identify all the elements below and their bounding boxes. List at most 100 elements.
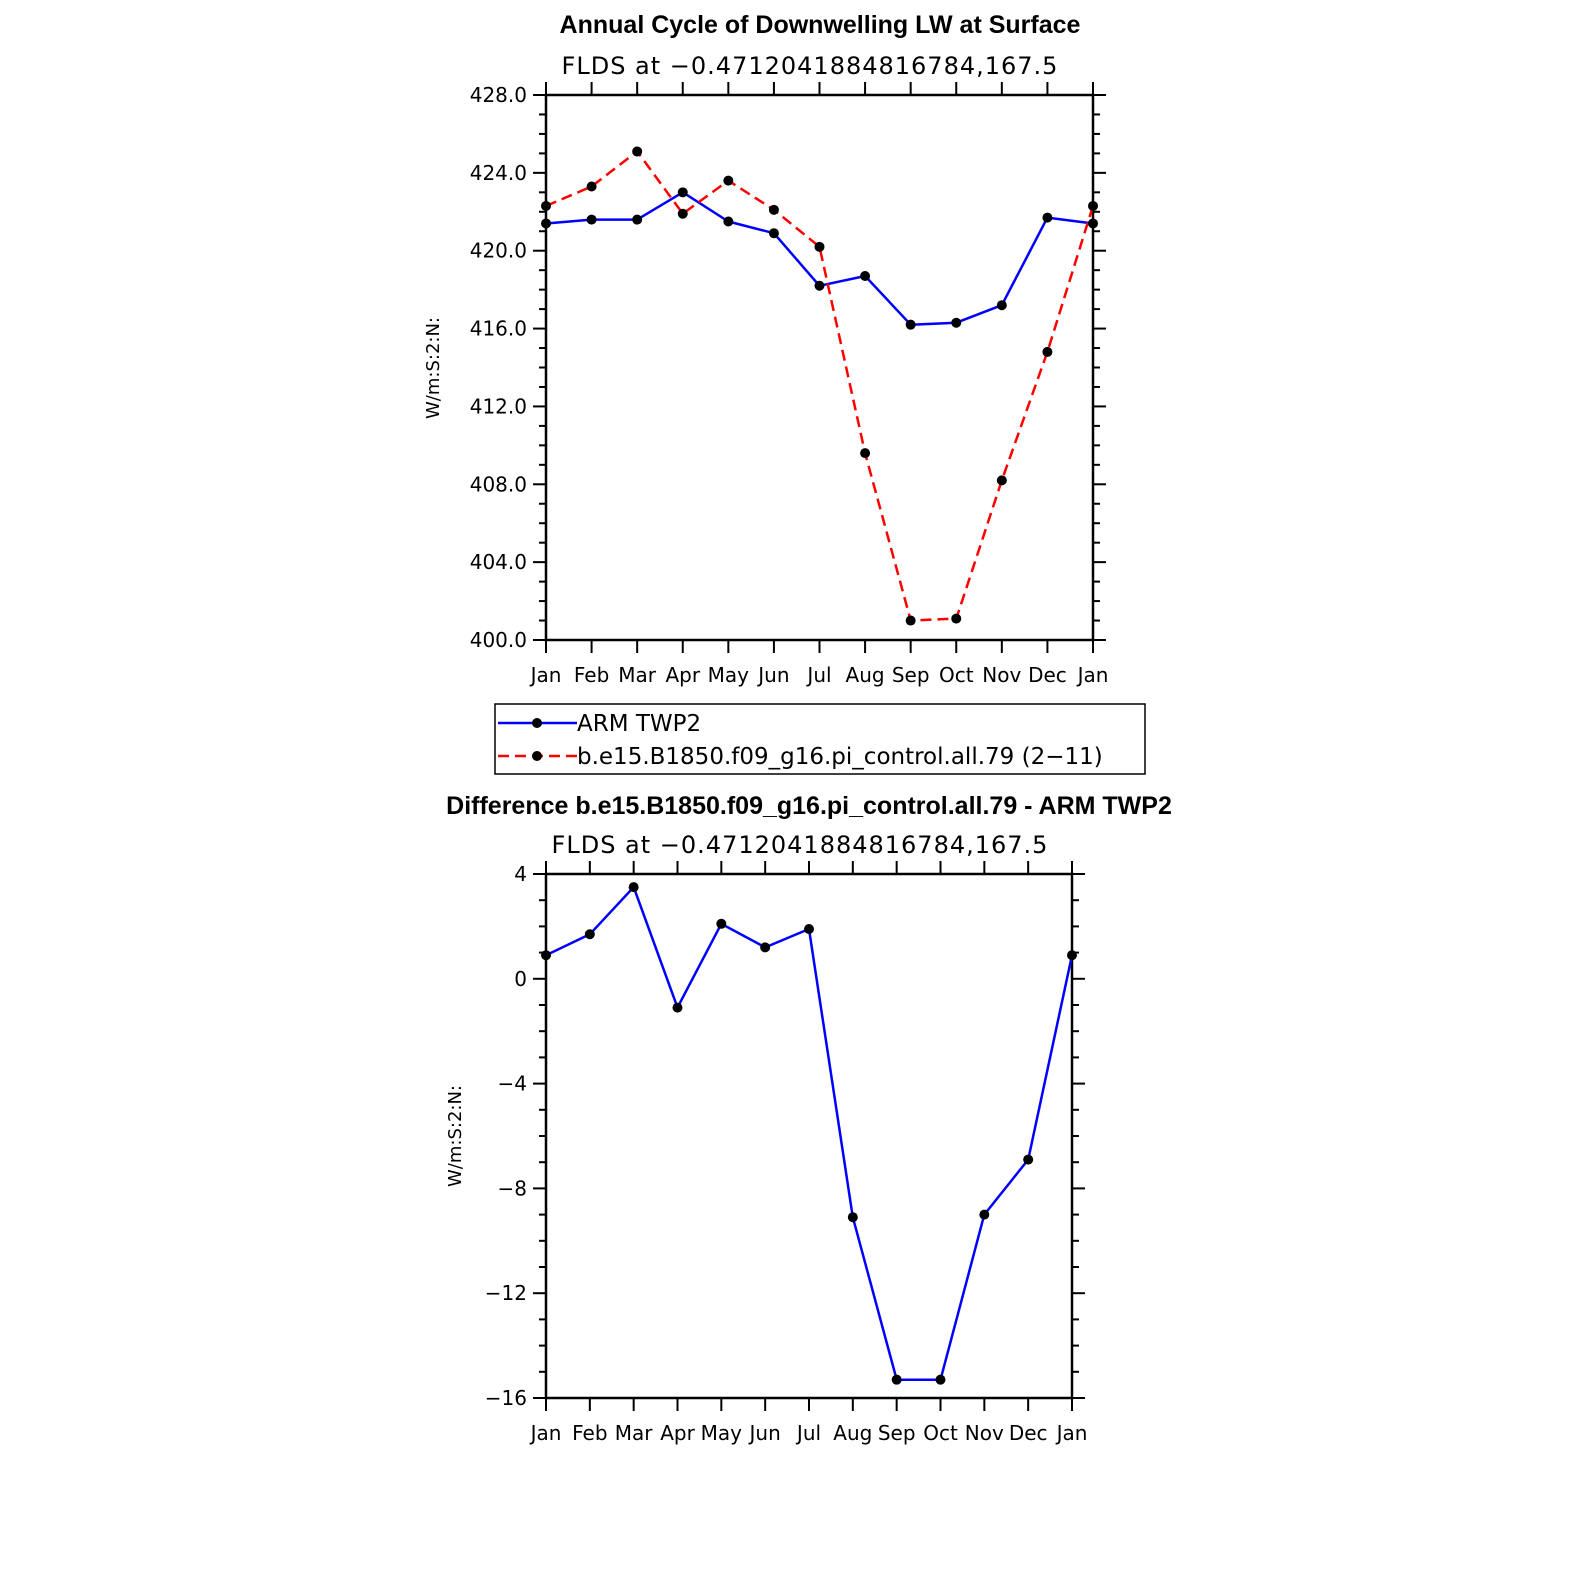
legend-box [494,703,1146,775]
chart-bottom-y-axis-label: W/m:S:2:N: [445,1085,466,1187]
chart-top-y-tick-label: 416.0 [470,317,527,341]
chart-top-y-tick-label: 408.0 [470,472,527,496]
legend-label-arm-twp2: ARM TWP2 [577,711,701,737]
chart-bottom-axes: −16 −12 −8 −4 0 4 Jan Feb Mar Apr May Jun Jul Aug Sep O… [485,861,1088,1445]
chart-top-series-1-line [545,150,1095,622]
chart-top-series-1-point [1042,346,1053,357]
chart-top-series-0-point [1088,218,1098,229]
chart-top-series-1-point [677,208,688,219]
chart-bottom-series-0-point [541,950,551,961]
chart-bottom-series-0-point [979,1209,990,1220]
chart-top-x-tick-label: Jul [805,663,831,687]
chart-top-series-1-point [951,613,962,624]
chart-top-series-0-point [996,300,1007,311]
chart-bottom-series-0-point [628,882,639,893]
chart-top-series-1-point [586,181,597,192]
chart-top-x-tick-label: Oct [939,663,974,687]
chart-top-series-0-point [905,319,916,330]
chart-bottom-y-tick-label: 4 [514,862,527,886]
chart-bottom-series-0-point [1067,950,1077,961]
chart-top-x-tick-label: Feb [574,663,609,687]
legend-entry-model: b.e15.B1850.f09_g16.pi_control.all.79 (2… [498,744,1103,770]
chart-top-series-0-point [768,228,779,239]
chart-bottom-series-0-point [584,929,595,940]
chart-bottom-series-0-point [760,942,771,953]
chart-bottom-y-tick-label: −12 [485,1281,527,1305]
chart-top-series-0-point [632,214,643,225]
chart-bottom-x-tick-label: Sep [878,1421,916,1445]
chart-top-x-tick-label: Jan [1076,663,1109,687]
chart-bottom-x-tick-label: Jan [1055,1421,1088,1445]
chart-bottom-title: Difference b.e15.B1850.f09_g16.pi_contro… [446,792,1172,820]
chart-bottom-series-0-point [935,1374,946,1385]
chart-bottom-x-tick-label: Mar [615,1421,654,1445]
chart-bottom-series-0-point [716,918,727,929]
chart-bottom: Difference b.e15.B1850.f09_g16.pi_contro… [445,792,1172,1445]
chart-top-x-tick-label: Sep [892,663,930,687]
chart-bottom-x-tick-label: Jul [795,1421,821,1445]
chart-top-x-tick-label: Nov [982,663,1021,687]
chart-bottom-x-tick-label: Oct [923,1421,958,1445]
legend-entry-arm-twp2: ARM TWP2 [498,711,701,737]
chart-top-x-tick-label: Jun [756,663,789,687]
chart-top-series-1-point [905,615,916,626]
chart-bottom-series-0-point [847,1212,858,1223]
chart-top-title: Annual Cycle of Downwelling LW at Surfac… [560,11,1081,39]
chart-bottom-x-tick-label: Aug [833,1421,872,1445]
chart-bottom-marks [541,882,1077,1385]
chart-top-series-1-point [723,175,734,186]
chart-top-series-0-line [545,191,1094,326]
chart-bottom-y-tick-label: −4 [498,1072,527,1096]
chart-bottom-x-tick-label: Nov [965,1421,1004,1445]
legend-label-model: b.e15.B1850.f09_g16.pi_control.all.79 (2… [577,744,1103,770]
chart-top-series-1-point [996,475,1007,486]
chart-top-x-tick-label: Mar [618,663,657,687]
chart-bottom-series-0-point [891,1374,902,1385]
chart-top-y-tick-label: 424.0 [470,161,527,185]
legend-marker-model [532,751,542,761]
chart-top-series-0-point [951,317,962,328]
chart-top-y-axis-label: W/m:S:2:N: [423,317,444,419]
chart-top-series-0-point [814,280,825,291]
chart-top-y-tick-label: 400.0 [470,628,527,652]
chart-top-series-1-point [860,448,871,459]
chart-top-x-tick-label: Jan [529,663,562,687]
chart-top-series-0-point [860,271,871,282]
chart-top-series-1-point [541,200,551,211]
chart-top-marks [541,146,1098,626]
chart-top-series-1-point [1088,200,1098,211]
chart-top: Annual Cycle of Downwelling LW at Surfac… [423,11,1146,775]
chart-bottom-series-0-point [1023,1154,1034,1165]
legend-marker-arm-twp2 [532,718,542,728]
chart-bottom-x-tick-label: May [701,1421,743,1445]
chart-top-series-0-point [1042,212,1053,223]
chart-top-plot-frame [544,93,1095,642]
chart-top-axes: 400.0 404.0 408.0 412.0 416.0 420.0 424.0 428.0… [470,82,1109,687]
chart-bottom-y-tick-label: −16 [485,1386,527,1410]
chart-top-y-tick-label: 412.0 [470,394,527,418]
chart-bottom-x-tick-label: Apr [660,1421,695,1445]
chart-bottom-series-0-line [545,885,1074,1381]
chart-top-y-tick-label: 420.0 [470,239,527,263]
legend: ARM TWP2 b.e15.B1850.f09_g16.pi_control.… [494,703,1146,775]
chart-bottom-x-tick-label: Feb [572,1421,607,1445]
chart-top-series-0-point [586,214,597,225]
chart-top-subtitle: FLDS at −0.4712041884816784,167.5 [562,52,1059,80]
chart-top-series-1-point [632,146,643,157]
chart-bottom-x-tick-label: Jan [529,1421,562,1445]
chart-bottom-y-tick-label: −8 [498,1176,527,1200]
chart-bottom-y-tick-label: 0 [514,967,527,991]
chart-bottom-series-0-point [804,924,814,935]
chart-top-x-tick-label: May [708,663,750,687]
chart-bottom-x-tick-label: Dec [1009,1421,1048,1445]
chart-bottom-x-tick-label: Jun [748,1421,781,1445]
chart-top-series-0-point [723,216,734,227]
chart-bottom-series-0-point [672,1002,683,1013]
chart-top-series-1-point [768,204,779,215]
chart-top-x-tick-label: Aug [846,663,885,687]
chart-top-series-0-point [677,187,688,198]
chart-bottom-subtitle: FLDS at −0.4712041884816784,167.5 [552,831,1049,859]
chart-top-series-0-point [541,218,551,229]
chart-bottom-plot-frame [544,872,1074,1400]
